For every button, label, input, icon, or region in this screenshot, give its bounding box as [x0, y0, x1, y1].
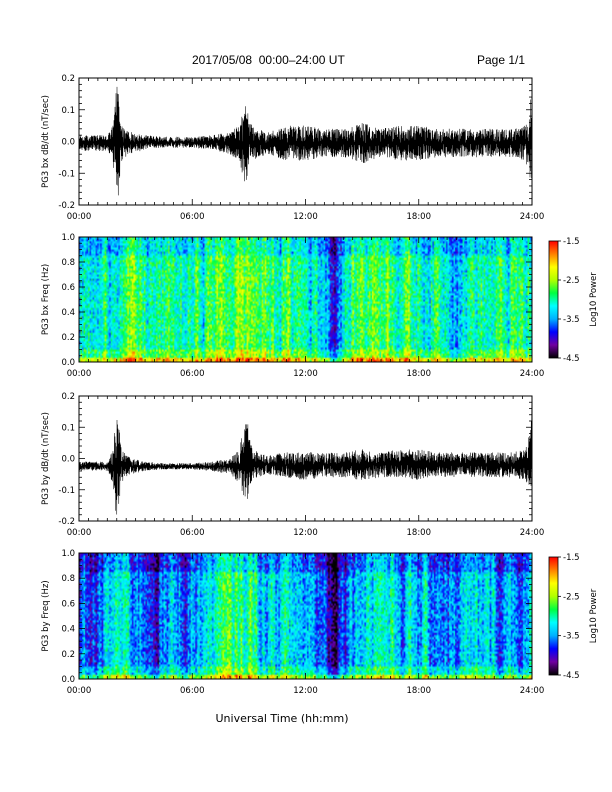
colorbar-tick-label: -2.5 [563, 276, 580, 286]
x-tick-label: 24:00 [520, 686, 545, 696]
y-axis-label: PG3 by Freq (Hz) [41, 580, 51, 651]
spectrogram-bx [79, 237, 532, 362]
x-tick-label: 12:00 [293, 528, 318, 538]
x-axis-title: Universal Time (hh:mm) [216, 712, 349, 725]
y-axis-label: PG3 bx dB/dt (nT/sec) [41, 95, 51, 188]
y-axis-label: PG3 by dB/dt (nT/sec) [41, 412, 51, 505]
y-axis-label: PG3 bx Freq (Hz) [41, 264, 51, 335]
x-tick-label: 18:00 [407, 528, 432, 538]
x-tick-label: 06:00 [180, 212, 205, 222]
figure-title: 2017/05/08 00:00–24:00 UT [192, 53, 345, 67]
x-tick-label: 00:00 [67, 686, 92, 696]
x-tick-label: 18:00 [407, 686, 432, 696]
y-tick-label: 0.0 [61, 455, 75, 465]
y-tick-label: 0.0 [61, 358, 75, 368]
y-tick-label: 0.2 [61, 333, 75, 343]
colorbar-tick-label: -3.5 [563, 632, 580, 642]
y-tick-label: 0.2 [61, 392, 75, 402]
colorbar-tick-label: -1.5 [563, 553, 580, 563]
y-tick-label: 1.0 [61, 233, 75, 243]
y-tick-label: 0.6 [61, 599, 75, 609]
y-tick-label: 0.0 [61, 138, 75, 148]
x-tick-label: 00:00 [67, 369, 92, 379]
page-indicator: Page 1/1 [477, 53, 526, 67]
y-tick-label: -0.1 [58, 169, 75, 179]
colorbar-tick-label: -4.5 [563, 671, 580, 681]
colorbar [548, 240, 559, 359]
colorbar-tick-label: -4.5 [563, 354, 580, 364]
x-tick-label: 18:00 [407, 369, 432, 379]
x-tick-label: 12:00 [293, 369, 318, 379]
y-tick-label: 0.8 [61, 258, 75, 268]
colorbar-tick-label: -3.5 [563, 315, 580, 325]
y-tick-label: 0.8 [61, 574, 75, 584]
y-tick-label: 0.1 [61, 423, 75, 433]
x-tick-label: 06:00 [180, 528, 205, 538]
colorbar-tick-label: -2.5 [563, 592, 580, 602]
y-tick-label: -0.2 [58, 201, 75, 211]
y-tick-label: -0.1 [58, 486, 75, 496]
y-tick-label: 0.2 [61, 650, 75, 660]
spectrogram-by [79, 553, 532, 679]
series-line-bx [78, 86, 533, 196]
y-tick-label: 0.4 [61, 308, 75, 318]
x-tick-label: 00:00 [67, 212, 92, 222]
y-tick-label: -0.2 [58, 517, 75, 527]
y-tick-label: 1.0 [61, 549, 75, 559]
y-tick-label: 0.0 [61, 675, 75, 685]
x-tick-label: 24:00 [520, 528, 545, 538]
y-tick-label: 0.2 [61, 74, 75, 84]
x-tick-label: 00:00 [67, 528, 92, 538]
x-tick-label: 24:00 [520, 212, 545, 222]
series-line-by [78, 404, 533, 515]
y-tick-label: 0.4 [61, 625, 75, 635]
colorbar-tick-label: -1.5 [563, 237, 580, 247]
x-tick-label: 18:00 [407, 212, 432, 222]
x-tick-label: 12:00 [293, 212, 318, 222]
y-tick-label: 0.1 [61, 106, 75, 116]
y-tick-label: 0.6 [61, 283, 75, 293]
x-tick-label: 06:00 [180, 686, 205, 696]
colorbar [548, 556, 559, 676]
colorbar-label: Log10 Power [589, 588, 599, 643]
x-tick-label: 24:00 [520, 369, 545, 379]
x-tick-label: 12:00 [293, 686, 318, 696]
x-tick-label: 06:00 [180, 369, 205, 379]
colorbar-label: Log10 Power [589, 272, 599, 327]
